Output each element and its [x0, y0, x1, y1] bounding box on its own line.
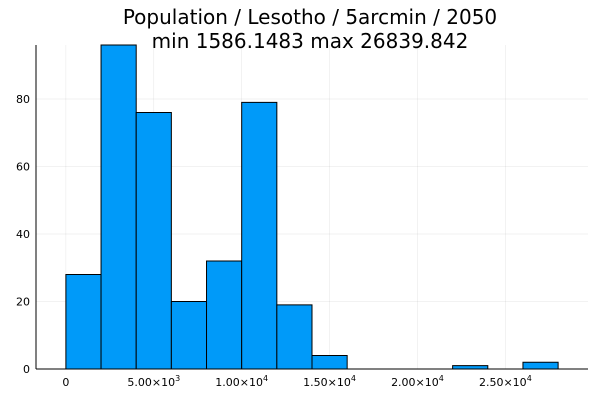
- y-tick-label-2: 40: [16, 228, 30, 241]
- y-tick-label-1: 20: [16, 296, 30, 309]
- chart-title-line-1: Population / Lesotho / 5arcmin / 2050: [123, 5, 497, 29]
- histogram-bar-7: [311, 355, 348, 370]
- histogram-bars: [65, 44, 559, 370]
- histogram-bar-6: [276, 304, 313, 370]
- x-tick-label-3: 1.50×104: [303, 374, 356, 389]
- y-tick-label-0: 0: [23, 363, 30, 376]
- x-tick-label-2: 1.00×104: [215, 374, 268, 389]
- histogram-bar-3: [170, 301, 208, 370]
- tick-labels: 0 5.00×103 1.00×104 1.50×104 2.00×104 2.50×10…: [16, 93, 532, 389]
- histogram-bar-2: [135, 112, 172, 370]
- histogram-bar-0: [65, 274, 102, 370]
- x-tick-label-0: 0: [62, 376, 69, 389]
- histogram-bar-1: [100, 44, 137, 370]
- x-tick-label-4: 2.00×104: [391, 374, 444, 389]
- y-tick-label-3: 60: [16, 161, 30, 174]
- chart-title-line-2: min 1586.1483 max 26839.842: [152, 29, 469, 53]
- histogram-bar-4: [206, 260, 243, 370]
- x-tick-label-5: 2.50×104: [479, 374, 532, 389]
- histogram-bar-5: [241, 101, 278, 370]
- histogram-bar-13: [522, 361, 559, 370]
- y-tick-label-4: 80: [16, 93, 30, 106]
- histogram-bar-11: [452, 365, 489, 370]
- x-tick-label-1: 5.00×103: [127, 374, 180, 389]
- axes: [35, 45, 588, 370]
